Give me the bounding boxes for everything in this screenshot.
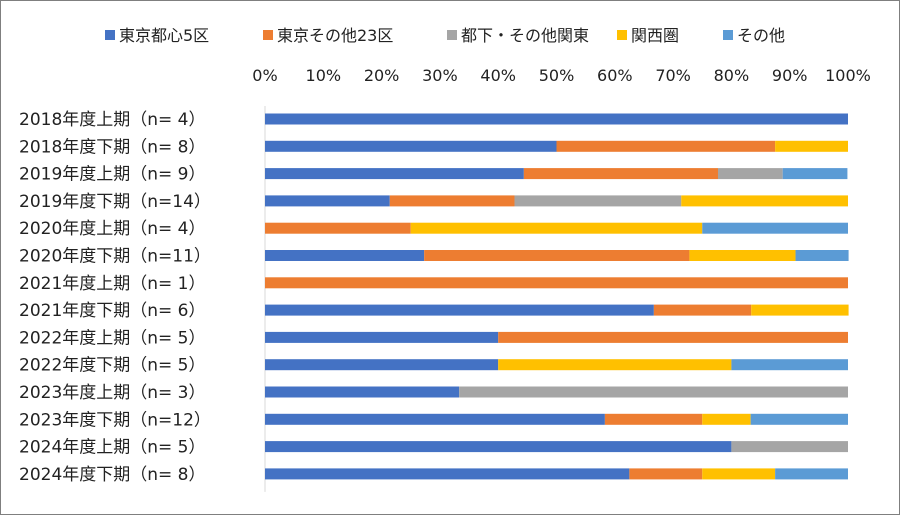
x-tick-label: 60% — [597, 66, 633, 85]
y-axis: 2018年度上期（n= 4） 2018年度下期（n= 8） 2019年度上期（n= … — [19, 106, 266, 492]
bar-segment — [702, 222, 848, 234]
x-tick-label: 10% — [306, 66, 342, 85]
bar-segment — [731, 359, 848, 371]
y-tick-label: 2019年度下期（n=14） — [19, 192, 211, 212]
bar-segment — [702, 413, 751, 425]
bar-segment — [424, 250, 690, 261]
bar-segment — [523, 168, 718, 180]
y-tick-label: 2020年度下期（n=11） — [19, 247, 211, 267]
y-tick-label: 2021年度上期（n= 1） — [19, 274, 206, 294]
bar-segment — [795, 250, 849, 261]
bar-segment — [265, 468, 630, 480]
legend-label: 東京都心5区 — [119, 26, 209, 45]
y-tick-label: 2022年度上期（n= 5） — [19, 328, 206, 348]
bar-segment — [782, 168, 848, 180]
bar-segment — [604, 413, 703, 425]
legend-swatch — [263, 30, 273, 40]
bar-segment — [498, 359, 732, 371]
x-tick-label: 100% — [825, 66, 871, 85]
bar-segment — [265, 113, 848, 125]
bar-segment — [265, 386, 460, 398]
x-tick-label: 90% — [772, 66, 808, 85]
legend-swatch — [617, 30, 627, 40]
bar-segment — [750, 413, 848, 425]
y-tick-label: 2023年度下期（n=12） — [19, 410, 211, 430]
x-tick-label: 40% — [480, 66, 516, 85]
bar-segment — [556, 140, 776, 152]
legend-label: その他 — [737, 26, 785, 45]
bar-segment — [653, 304, 752, 316]
y-tick-label: 2019年度上期（n= 9） — [19, 165, 206, 185]
bar-segment — [265, 413, 605, 425]
bar-segment — [265, 277, 848, 289]
legend-swatch — [447, 30, 457, 40]
y-tick-label: 2018年度上期（n= 4） — [19, 110, 206, 130]
x-tick-label: 20% — [364, 66, 400, 85]
legend-label: 関西圏 — [631, 26, 679, 45]
y-tick-label: 2021年度下期（n= 6） — [19, 301, 206, 321]
bar-segment — [265, 304, 654, 316]
bar-segment — [265, 441, 732, 453]
bar-segment — [265, 168, 524, 180]
bar-segment — [514, 195, 682, 207]
y-tick-label: 2020年度上期（n= 4） — [19, 219, 206, 239]
bar-segment — [265, 250, 425, 261]
legend-label: 都下・その他関東 — [461, 26, 589, 45]
y-tick-label: 2018年度下期（n= 8） — [19, 137, 206, 157]
bar-segment — [751, 304, 849, 316]
y-tick-label: 2024年度下期（n= 8） — [19, 465, 206, 485]
bar-segment — [265, 359, 499, 371]
legend-label: 東京その他23区 — [277, 26, 393, 45]
y-tick-label: 2023年度上期（n= 3） — [19, 383, 206, 403]
chart-legend: 東京都心5区 東京その他23区 都下・その他関東 関西圏 その他 — [105, 26, 785, 45]
bar-segment — [689, 250, 796, 261]
bar-segment — [731, 441, 848, 453]
bar-area — [265, 113, 849, 480]
x-tick-label: 70% — [655, 66, 691, 85]
x-tick-label: 80% — [714, 66, 750, 85]
bar-segment — [410, 222, 703, 234]
legend-swatch — [723, 30, 733, 40]
bar-segment — [775, 468, 848, 480]
x-tick-label: 50% — [539, 66, 575, 85]
y-tick-label: 2024年度上期（n= 5） — [19, 438, 206, 458]
bar-segment — [265, 140, 557, 152]
bar-segment — [498, 331, 848, 343]
bar-segment — [702, 468, 776, 480]
bar-segment — [717, 168, 783, 180]
x-tick-label: 30% — [422, 66, 458, 85]
bar-segment — [629, 468, 703, 480]
bar-segment — [389, 195, 515, 207]
bar-segment — [265, 222, 411, 234]
bar-segment — [775, 140, 848, 152]
y-tick-label: 2022年度下期（n= 5） — [19, 356, 206, 376]
bar-segment — [681, 195, 848, 207]
x-tick-label: 0% — [252, 66, 277, 85]
bar-segment — [459, 386, 848, 398]
x-axis: 0% 10% 20% 30% 40% 50% 60% 70% 80% 90% 100% — [252, 66, 871, 85]
legend-swatch — [105, 30, 115, 40]
bar-segment — [265, 331, 499, 343]
bar-segment — [265, 195, 390, 207]
